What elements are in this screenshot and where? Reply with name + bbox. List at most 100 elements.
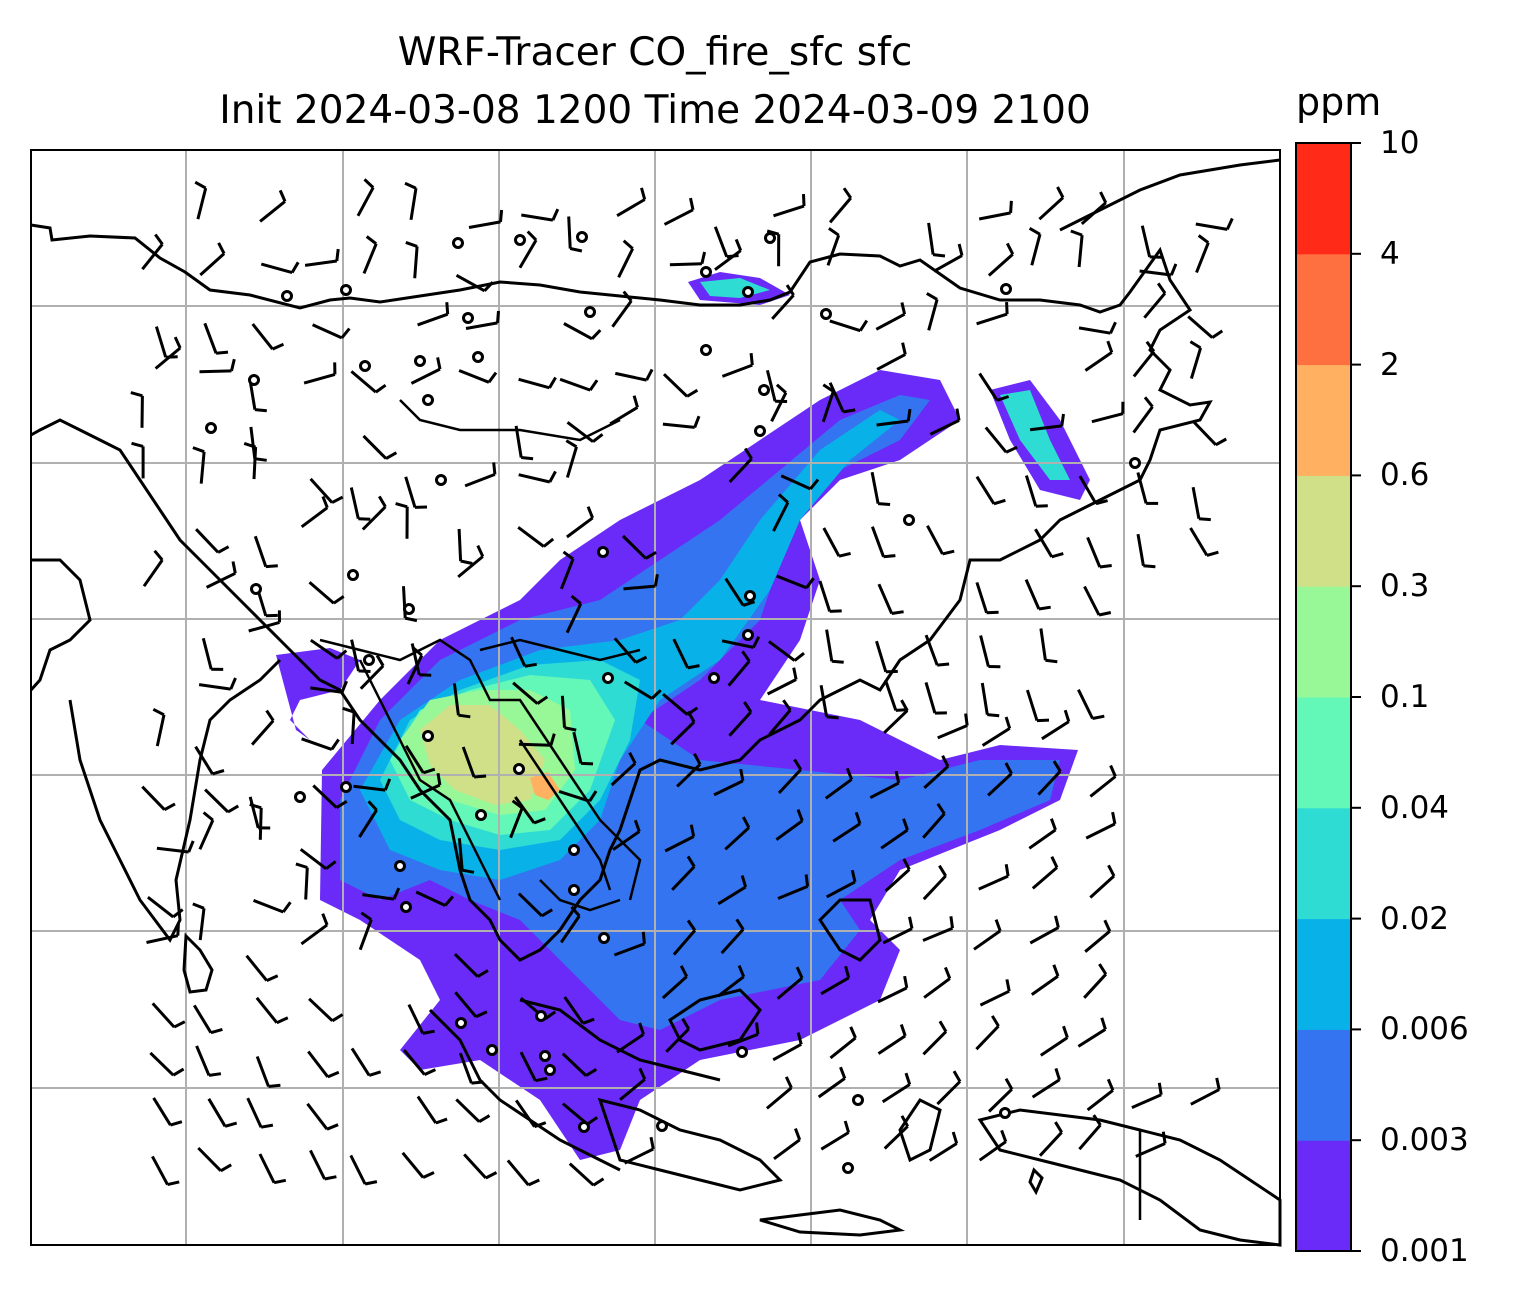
wind-barb-shaft [567,216,572,249]
wind-barb-flag [649,1136,655,1150]
colorbar-tick-label: 0.6 [1380,457,1430,494]
wind-barb-flag [1050,856,1059,869]
wind-barb-flag [686,388,699,398]
wind-barb-flag [964,713,969,726]
wind-barb-shaft [717,885,747,906]
wind-barb-flag [831,659,844,664]
wind-barb-shaft [566,516,594,539]
wind-barb-shaft [1189,347,1203,380]
wind-barb-shaft [1139,269,1172,277]
wind-barb-shaft [771,294,795,320]
plume-band-0.6 [530,772,560,800]
wind-barb-shaft [514,796,536,824]
calm-circle [514,234,526,246]
wind-barb-shaft [559,377,591,392]
wind-barb-shaft [1078,326,1111,335]
wind-barb-shaft [832,822,861,843]
wind-barb-flag [693,415,701,428]
wind-barb-shaft [252,899,284,914]
wind-barb-shaft [154,346,182,370]
wind-barb-flag [130,391,143,398]
calm-circle [736,1046,748,1058]
wind-barb-shaft [259,200,286,223]
wind-barb-shaft [987,253,1014,277]
wind-barb-flag [327,1070,340,1079]
wind-barb-flag [1098,963,1108,976]
wind-barb-flag [957,243,964,256]
wind-barb-shaft [1031,1078,1061,1099]
colorbar-unit-label: ppm [1296,80,1382,124]
wind-barb-shaft [1041,720,1070,741]
wind-barb-shaft [1029,926,1060,945]
wind-barb-flag [845,767,853,780]
wind-barb-shaft [1029,424,1062,432]
wind-barb-flag [645,368,654,381]
wind-barb-shaft [1083,585,1101,616]
wind-barb-flag [805,577,815,589]
calm-circle [294,791,306,803]
wind-barb-shaft [1089,874,1116,899]
wind-barb-shaft [768,640,796,662]
wind-barb-flag [1156,282,1167,295]
wind-barb-shaft [828,197,852,224]
wind-barb-flag [653,573,659,587]
wind-barb-shaft [198,819,215,850]
wind-barb-flag [994,919,1002,932]
wind-barb-flag [325,860,337,870]
wind-barb-flag [375,654,385,667]
wind-barb-shaft [817,1077,846,1099]
wind-barb-shaft [563,996,585,1025]
calm-circle [754,425,766,437]
wind-barb-shaft [518,742,551,747]
wind-barb-shaft [468,220,501,229]
wind-barb-shaft [826,234,841,266]
calm-circle [568,844,580,856]
wind-barb-shaft [1077,1028,1107,1048]
wind-barb-flag [422,1029,435,1035]
wind-barb-shaft [349,487,360,520]
wind-barb-flag [986,610,999,615]
wind-barb-shaft [1039,1036,1069,1057]
wind-barb-flag [1107,864,1116,877]
wind-barb-shaft [1086,536,1102,568]
wind-barb-flag [839,1066,847,1079]
wind-barb-shaft [923,765,950,790]
wind-barb-flag [991,1015,1000,1027]
wind-barb-shaft [1037,770,1062,796]
wind-barb-shaft [154,326,168,358]
calm-circle [597,546,609,558]
wind-barb-shaft [309,477,334,504]
wind-barb-flag [290,261,300,274]
country-borders [319,399,1142,1220]
wind-barb-shaft [973,929,1002,951]
wind-barb-shaft [245,954,268,982]
colorbar-segment [1296,697,1351,809]
wind-barb-flag [570,594,582,605]
wind-barb-flag [689,197,695,211]
wind-barb-shaft [565,603,583,634]
wind-barb-flag [461,868,475,874]
wind-barb-shaft [199,252,226,277]
wind-barb-flag [1052,964,1060,977]
wind-barb-flag [1054,915,1060,928]
wind-barb-shaft [665,1027,690,1053]
wind-barb-shaft [1077,234,1084,268]
wind-barb-flag [271,342,285,351]
wind-barb-shaft [409,187,418,221]
wind-barb-flag [564,726,577,732]
wind-barbs [130,178,1234,1187]
wind-barb-shaft [1140,225,1152,258]
wind-barb-flag [243,441,257,449]
wind-barb-flag [796,809,804,822]
wind-barb-shaft [1024,579,1041,610]
wind-barb-shaft [612,830,641,851]
wind-barb-flag [1100,1017,1107,1030]
wind-barb-shaft [401,1151,425,1179]
wind-barb-shaft [1078,475,1098,505]
wind-barb-flag [592,433,604,443]
wind-barb-shaft [1187,315,1214,339]
wind-barb-shaft [1025,689,1039,722]
calm-circle [250,583,262,595]
wind-barb-flag [154,233,164,246]
calm-circle [472,351,484,363]
